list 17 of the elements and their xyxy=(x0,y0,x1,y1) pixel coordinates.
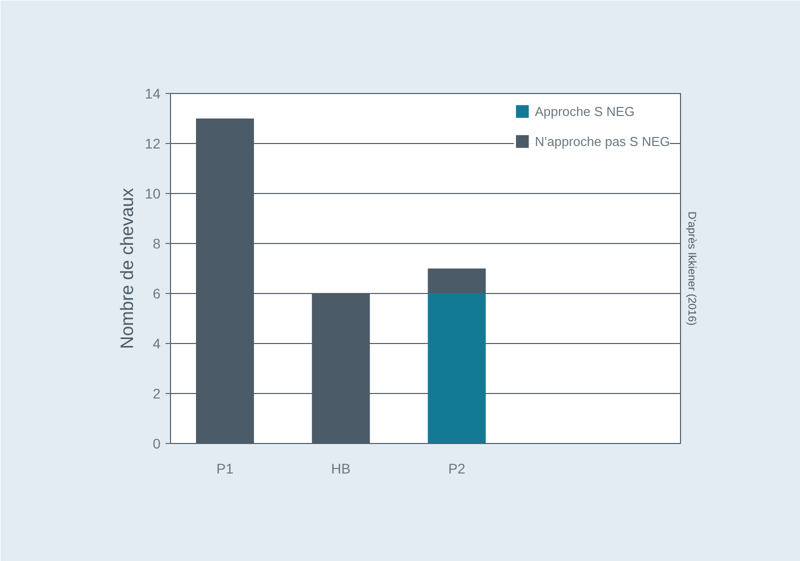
y-tick-label: 6 xyxy=(152,286,161,302)
text: D'après Ikkiener (2016) xyxy=(686,212,698,326)
legend-label: N’approche pas S NEG xyxy=(534,134,670,148)
x-tick-label: P1 xyxy=(216,460,234,476)
y-tick-label: 10 xyxy=(144,186,161,202)
x-tick-label: P2 xyxy=(448,460,466,476)
y-tick-label: 14 xyxy=(144,86,161,102)
y-tick-label: 2 xyxy=(152,386,161,402)
legend-label: Approche S NEG xyxy=(534,104,635,118)
bar xyxy=(428,268,486,294)
y-tick-label: 0 xyxy=(152,436,161,452)
bar xyxy=(428,294,486,444)
y-tick-label: 4 xyxy=(152,336,161,352)
y-tick-label: 12 xyxy=(144,136,161,152)
y-axis-title: Nombre de chevaux xyxy=(116,188,137,350)
y-tick-label: 8 xyxy=(152,236,161,252)
x-tick-label: HB xyxy=(331,460,351,476)
